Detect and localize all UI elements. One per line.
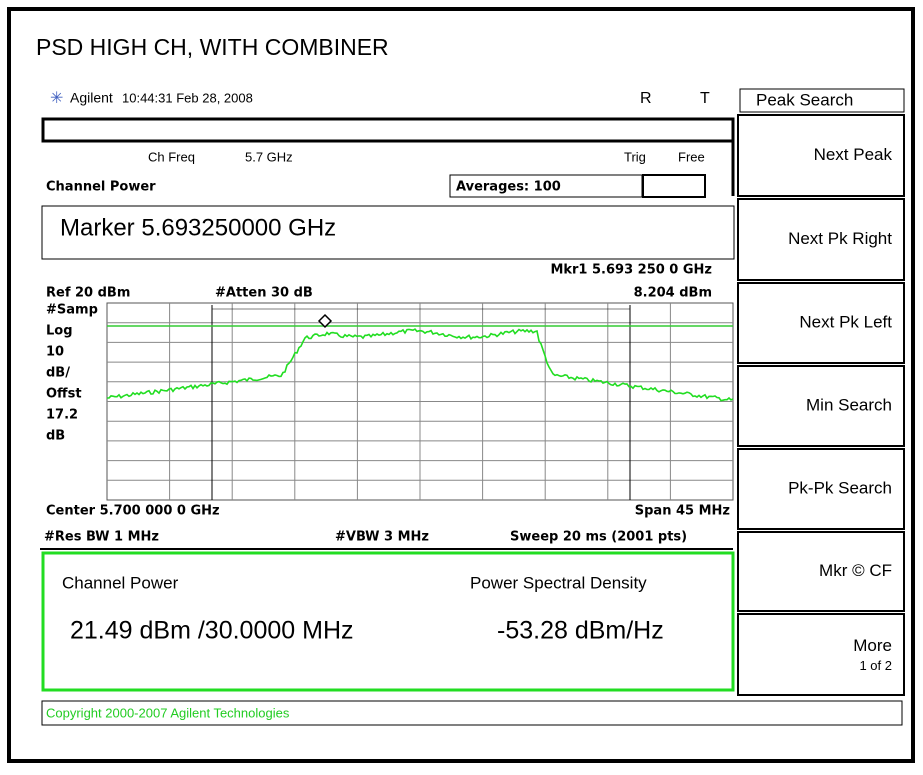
softkey[interactable] bbox=[737, 531, 905, 612]
softkey[interactable] bbox=[737, 365, 905, 447]
ref-level: Ref 20 dBm bbox=[46, 286, 130, 301]
time: 10:44:31 Feb 28, 2008 bbox=[122, 90, 253, 105]
scale-label: dB bbox=[46, 429, 65, 444]
span: Span 45 MHz bbox=[635, 504, 730, 519]
softkey-label: Min Search bbox=[806, 395, 892, 414]
softkey[interactable] bbox=[737, 198, 905, 281]
scale-label: #Samp bbox=[46, 303, 98, 318]
softkey-label: Pk-Pk Search bbox=[788, 478, 892, 497]
r-indicator: R bbox=[640, 90, 652, 107]
avg-indicator bbox=[642, 174, 706, 198]
scale-label: 17.2 bbox=[46, 408, 78, 423]
marker-diamond bbox=[317, 313, 333, 329]
ch-freq: 5.7 GHz bbox=[245, 149, 293, 164]
t-indicator: T bbox=[700, 90, 710, 107]
copyright-bar bbox=[41, 700, 903, 726]
softkey[interactable] bbox=[737, 448, 905, 530]
logo: ✳ bbox=[50, 90, 63, 107]
averages: Averages: 100 bbox=[456, 180, 561, 195]
channel-power: 21.49 dBm /30.0000 MHz bbox=[70, 617, 354, 645]
marker-box bbox=[41, 205, 735, 260]
softkey-sublabel: 1 of 2 bbox=[859, 658, 892, 673]
trig: Trig bbox=[624, 149, 646, 164]
copyright: Copyright 2000-2007 Agilent Technologies bbox=[46, 705, 290, 720]
softkey[interactable] bbox=[737, 282, 905, 364]
free: Free bbox=[678, 149, 705, 164]
res-bw: #Res BW 1 MHz bbox=[44, 530, 159, 545]
softkey[interactable] bbox=[737, 114, 905, 197]
status-bar bbox=[41, 117, 735, 143]
trace bbox=[107, 328, 734, 402]
menu-title: Peak Search bbox=[756, 90, 853, 109]
scale-label: Log bbox=[46, 324, 73, 339]
center-freq: Center 5.700 000 0 GHz bbox=[46, 504, 220, 519]
scale-label: 10 bbox=[46, 345, 64, 360]
attenuation: #Atten 30 dB bbox=[215, 286, 313, 301]
psd-label: Power Spectral Density bbox=[470, 573, 647, 592]
softkey-label: Next Pk Left bbox=[799, 312, 892, 331]
scale-label: Offst bbox=[46, 387, 82, 402]
ch-freq-label: Ch Freq bbox=[148, 149, 195, 164]
sweep: Sweep 20 ms (2001 pts) bbox=[510, 530, 687, 545]
channel-power-label: Channel Power bbox=[62, 573, 179, 592]
mode: Channel Power bbox=[46, 180, 156, 195]
marker-level: 8.204 dBm bbox=[634, 286, 712, 301]
menu-title-box bbox=[739, 88, 905, 113]
graticule bbox=[106, 302, 734, 501]
softkey[interactable] bbox=[737, 613, 905, 696]
softkey-label: Mkr © CF bbox=[819, 561, 892, 580]
marker: Marker 5.693250000 GHz bbox=[60, 214, 336, 241]
vbw: #VBW 3 MHz bbox=[335, 530, 429, 545]
softkey-label: More bbox=[853, 636, 892, 655]
softkey-label: Next Pk Right bbox=[788, 229, 892, 248]
softkey-label: Next Peak bbox=[814, 145, 893, 164]
header: ✳ Agilent 10:44:31 Feb 28, 2008 R T bbox=[50, 90, 710, 108]
psd: -53.28 dBm/Hz bbox=[497, 617, 664, 645]
mkr1: Mkr1 5.693 250 0 GHz bbox=[550, 263, 712, 278]
results-box bbox=[41, 551, 735, 692]
scale-labels: #Samp Log 10 dB/Offst 17.2 dB bbox=[46, 303, 98, 444]
brand: Agilent bbox=[70, 90, 113, 106]
scale-label: dB/ bbox=[46, 366, 70, 381]
softkeys: Next Peak Next Pk Right Next Pk Left Min Se… bbox=[737, 114, 905, 696]
title: PSD HIGH CH, WITH COMBINER bbox=[36, 34, 389, 60]
